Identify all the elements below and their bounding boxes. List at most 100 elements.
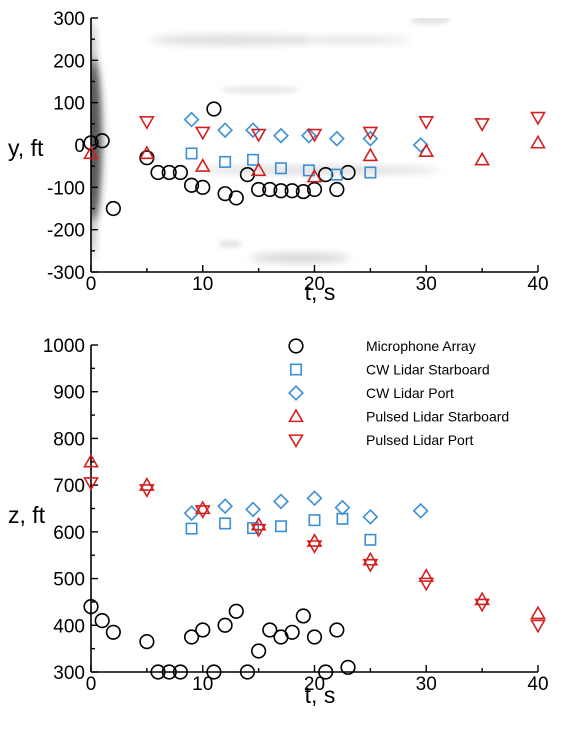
- marker-microphone-array: [318, 167, 334, 183]
- legend-label-pulsed-lidar-starboard: Pulsed Lidar Starboard: [366, 409, 509, 425]
- marker-cw-lidar-port: [328, 130, 345, 147]
- marker-pulsed-lidar-port: [250, 128, 267, 143]
- marker-microphone-array: [340, 659, 356, 675]
- legend-label-cw-lidar-port: CW Lidar Port: [366, 385, 454, 401]
- marker-pulsed-lidar-starboard: [138, 145, 155, 160]
- marker-microphone-array: [172, 664, 188, 680]
- top-plot-markers: [83, 101, 546, 217]
- marker-cw-lidar-port: [217, 122, 234, 139]
- x-axis-label: t, s: [305, 279, 336, 305]
- marker-microphone-array: [329, 181, 345, 198]
- marker-cw-lidar-port: [245, 122, 261, 139]
- x-tick-label: 0: [86, 274, 97, 295]
- marker-pulsed-lidar-starboard: [194, 158, 211, 172]
- marker-cw-lidar-port: [273, 493, 289, 510]
- y-axis-label: y, ft: [8, 135, 44, 161]
- marker-cw-lidar-port: [362, 508, 379, 525]
- legend-label-microphone-array: Microphone Array: [366, 338, 476, 354]
- bottom-plot-markers: [83, 453, 546, 680]
- marker-pulsed-lidar-port: [474, 118, 491, 132]
- wake-streak: [290, 36, 410, 44]
- legend-label-cw-lidar-starboard: CW Lidar Starboard: [366, 362, 490, 378]
- marker-microphone-array: [94, 133, 110, 149]
- marker-pulsed-lidar-starboard: [530, 134, 546, 149]
- marker-microphone-array: [318, 664, 334, 680]
- x-tick-label: 20: [304, 274, 325, 295]
- y-tick-label: 700: [53, 476, 85, 497]
- marker-cw-lidar-port: [334, 499, 351, 516]
- marker-cw-lidar-starboard: [364, 166, 377, 179]
- marker-pulsed-lidar-port: [83, 477, 99, 491]
- marker-cw-lidar-port: [183, 111, 200, 128]
- marker-microphone-array: [340, 164, 356, 181]
- marker-cw-lidar-starboard: [274, 520, 287, 533]
- marker-pulsed-lidar-starboard: [250, 162, 267, 177]
- marker-pulsed-lidar-starboard: [474, 151, 491, 166]
- marker-pulsed-lidar-port: [474, 598, 491, 613]
- wake-streak: [150, 35, 310, 45]
- marker-microphone-array: [284, 624, 300, 640]
- top-plot-axes: 0 10 20 30 40 300 200 100 0 -100 -200 -300 t, s y, ft: [8, 9, 549, 305]
- legend-marker-microphone-array: [288, 338, 304, 354]
- y-tick-label: 1000: [43, 336, 85, 357]
- marker-cw-lidar-starboard: [308, 514, 321, 527]
- wake-streak: [250, 253, 350, 263]
- x-axis-label: t, s: [305, 682, 336, 708]
- x-tick-label: 40: [527, 674, 548, 695]
- marker-pulsed-lidar-starboard: [530, 605, 546, 620]
- x-tick-label: 40: [527, 274, 548, 295]
- marker-cw-lidar-starboard: [247, 153, 260, 166]
- marker-cw-lidar-port: [217, 498, 234, 515]
- marker-pulsed-lidar-port: [418, 116, 435, 130]
- marker-microphone-array: [262, 622, 278, 638]
- marker-microphone-array: [195, 179, 211, 195]
- marker-microphone-array: [195, 622, 211, 638]
- bottom-plot-axes: 0 10 20 30 40 1000 900 800 700 600 500 400 300 t, s z,…: [8, 336, 549, 708]
- y-tick-label: -300: [47, 263, 85, 284]
- marker-microphone-array: [161, 664, 177, 680]
- marker-pulsed-lidar-starboard: [194, 500, 211, 515]
- marker-microphone-array: [329, 622, 345, 638]
- wake-streak: [218, 240, 242, 248]
- wake-halo: [91, 20, 97, 260]
- legend: Microphone Array CW Lidar Starboard CW Lid…: [288, 338, 509, 449]
- marker-microphone-array: [295, 183, 311, 200]
- y-tick-label: 0: [74, 136, 85, 157]
- marker-microphone-array: [150, 164, 166, 181]
- marker-cw-lidar-port: [412, 502, 429, 519]
- y-tick-label: 400: [53, 616, 85, 637]
- marker-microphone-array: [83, 598, 99, 615]
- marker-pulsed-lidar-port: [138, 484, 155, 498]
- legend-marker-cw-lidar-port: [288, 385, 304, 401]
- marker-microphone-array: [306, 181, 323, 198]
- x-tick-label: 20: [304, 674, 325, 695]
- marker-cw-lidar-starboard: [330, 168, 343, 181]
- marker-microphone-array: [161, 164, 177, 181]
- marker-pulsed-lidar-port: [306, 128, 323, 143]
- x-tick-label: 0: [86, 674, 97, 695]
- marker-microphone-array: [206, 664, 222, 680]
- x-tick-label: 30: [416, 674, 437, 695]
- marker-pulsed-lidar-port: [194, 505, 211, 519]
- marker-pulsed-lidar-starboard: [418, 568, 435, 582]
- y-tick-label: 500: [53, 570, 85, 591]
- marker-microphone-array: [183, 177, 200, 193]
- marker-pulsed-lidar-starboard: [418, 143, 435, 158]
- legend-marker-pulsed-lidar-starboard: [288, 408, 304, 423]
- marker-pulsed-lidar-port: [194, 126, 211, 141]
- wake-contour-background: [91, 18, 450, 263]
- marker-cw-lidar-port: [183, 505, 200, 522]
- y-tick-label: -100: [47, 178, 85, 199]
- marker-cw-lidar-port: [306, 490, 323, 507]
- marker-pulsed-lidar-port: [362, 126, 379, 141]
- marker-microphone-array: [273, 183, 289, 199]
- marker-microphone-array: [251, 181, 267, 198]
- y-tick-label: 100: [53, 94, 85, 115]
- marker-cw-lidar-starboard: [185, 522, 198, 535]
- marker-cw-lidar-starboard: [364, 533, 377, 546]
- marker-microphone-array: [217, 617, 233, 633]
- marker-microphone-array: [105, 624, 121, 640]
- y-tick-label: 800: [53, 429, 85, 450]
- marker-microphone-array: [94, 613, 110, 629]
- marker-microphone-array: [172, 164, 188, 181]
